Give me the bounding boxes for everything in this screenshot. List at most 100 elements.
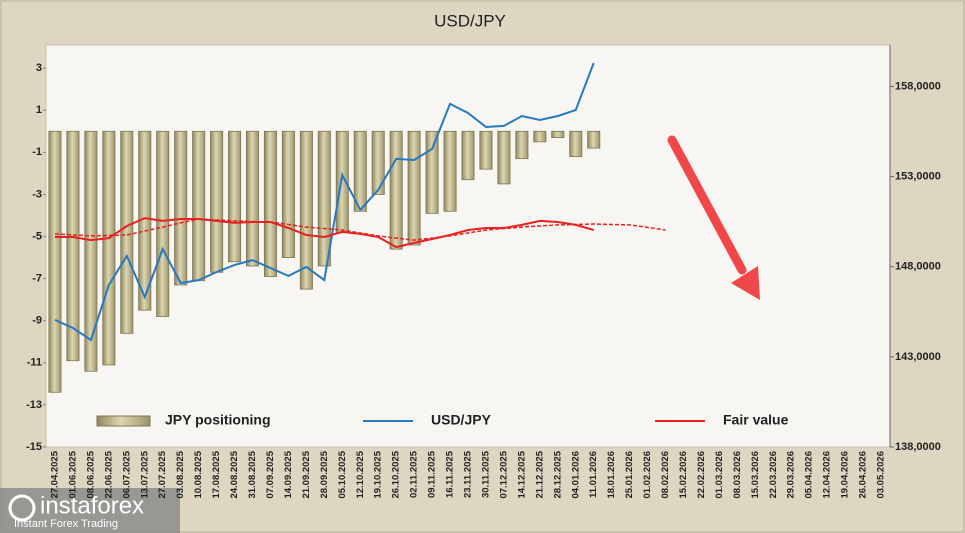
x-tick-label: 02.11.2025 [409, 450, 420, 498]
x-tick-label: 17.08.2025 [211, 450, 222, 498]
x-tick-label: 14.09.2025 [283, 450, 294, 498]
legend-label: USD/JPY [431, 412, 492, 428]
watermark: instaforex Instant Forex Trading [0, 488, 180, 533]
x-tick-label: 27.04.2025 [49, 450, 60, 498]
x-tick-label: 08.03.2026 [732, 451, 743, 499]
y2-tick-label: 148,0000 [895, 261, 941, 273]
x-tick-label: 22.06.2025 [103, 450, 114, 498]
bar [120, 130, 134, 334]
x-tick-label: 16.11.2025 [445, 450, 456, 498]
x-tick-label: 03.08.2025 [175, 450, 186, 498]
bar [425, 130, 439, 214]
x-tick-label: 08.06.2025 [85, 450, 96, 498]
brand: instaforex [40, 492, 144, 519]
x-tick-label: 31.08.2025 [247, 450, 258, 498]
legend-label: JPY positioning [165, 412, 271, 428]
bar [551, 130, 565, 139]
y-tick-label: -7 [32, 273, 42, 285]
x-tick-label: 28.12.2025 [552, 450, 563, 498]
x-tick-label: 30.11.2025 [480, 450, 491, 498]
x-tick-label: 19.10.2025 [373, 450, 384, 498]
bar [210, 130, 224, 273]
x-tick-label: 03.05.2026 [876, 451, 887, 499]
bar [533, 130, 547, 143]
x-tick-label: 15.02.2026 [678, 451, 689, 499]
x-tick-label: 25.01.2026 [624, 451, 635, 499]
x-tick-label: 01.02.2026 [642, 451, 653, 499]
legend-label: Fair value [723, 412, 789, 428]
x-tick-label: 05.10.2025 [337, 450, 348, 498]
x-tick-label: 21.12.2025 [534, 450, 545, 498]
bar [317, 130, 331, 267]
x-tick-label: 18.01.2026 [606, 451, 617, 499]
y-tick-label: 3 [36, 62, 42, 74]
x-tick-label: 01.03.2026 [714, 451, 725, 499]
bar [174, 130, 188, 286]
bar [443, 130, 457, 212]
dashed-line [54, 218, 666, 241]
x-tick-label: 12.10.2025 [355, 450, 366, 498]
bar [461, 130, 475, 181]
x-tick-label: 06.07.2025 [121, 450, 132, 498]
bar [515, 130, 529, 160]
chart-title: USD/JPY [434, 11, 506, 30]
line [54, 62, 595, 342]
y-tick-label: -11 [27, 357, 42, 369]
y-tick-label: 1 [36, 104, 42, 116]
x-tick-label: 05.04.2026 [804, 451, 815, 499]
bar [228, 130, 242, 263]
x-tick-label: 22.03.2026 [768, 451, 779, 499]
y2-tick-label: 158,0000 [895, 80, 941, 92]
bar [497, 130, 511, 185]
legend-swatch [96, 415, 151, 427]
bar [587, 130, 601, 149]
bar [246, 130, 260, 267]
bar [48, 130, 62, 393]
x-tick-label: 07.09.2025 [265, 450, 276, 498]
tagline: Instant Forex Trading [14, 518, 118, 530]
x-tick-label: 11.01.2026 [588, 451, 599, 498]
y-tick-label: -5 [32, 230, 42, 242]
bar [479, 130, 493, 170]
x-tick-label: 21.09.2025 [301, 450, 312, 498]
x-tick-label: 22.02.2026 [696, 451, 707, 499]
x-tick-label: 23.11.2025 [463, 450, 474, 498]
bar [66, 130, 80, 362]
y-tick-label: -13 [26, 399, 42, 411]
x-tick-label: 10.08.2025 [193, 450, 204, 498]
x-tick-label: 24.08.2025 [229, 450, 240, 498]
y-tick-label: -1 [32, 146, 42, 158]
bar [84, 130, 98, 372]
x-tick-label: 14.12.2025 [516, 450, 527, 498]
x-tick-label: 09.11.2025 [427, 450, 438, 498]
y-tick-label: -9 [32, 315, 42, 327]
x-tick-label: 26.10.2025 [391, 450, 402, 498]
x-tick-label: 04.01.2026 [570, 451, 581, 499]
bar [263, 130, 277, 277]
x-tick-label: 07.12.2025 [498, 450, 509, 498]
bar [371, 130, 385, 195]
bar [281, 130, 295, 258]
y-tick-label: -15 [26, 441, 42, 453]
x-tick-label: 15.03.2026 [750, 451, 761, 499]
y2-tick-label: 138,0000 [895, 441, 941, 453]
bar [353, 130, 367, 212]
x-tick-label: 29.03.2026 [786, 451, 797, 499]
plot-area [45, 44, 891, 448]
bar [192, 130, 206, 282]
y2-tick-label: 143,0000 [895, 351, 941, 363]
x-tick-label: 28.09.2025 [319, 450, 330, 498]
bar [156, 130, 170, 317]
bar [407, 130, 421, 246]
bar [102, 130, 116, 366]
y2-tick-label: 153,0000 [895, 171, 941, 183]
trend-arrow [667, 135, 760, 300]
x-tick-label: 12.04.2026 [822, 451, 833, 499]
bar [569, 130, 583, 157]
x-tick-label: 19.04.2026 [840, 451, 851, 499]
y-tick-label: -3 [32, 188, 42, 200]
x-tick-label: 01.06.2025 [67, 450, 78, 498]
x-tick-label: 08.02.2026 [660, 451, 671, 499]
